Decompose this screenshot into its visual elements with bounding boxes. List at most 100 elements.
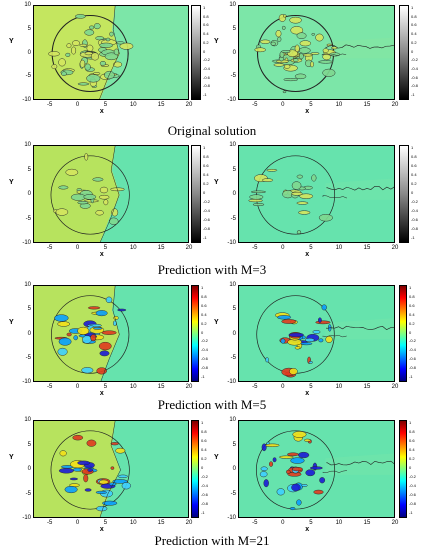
colorbar-tick-label: -0.4 xyxy=(203,208,210,213)
colorbar-tick-label: 0.8 xyxy=(203,154,209,159)
colorbar-tick-label: -0.2 xyxy=(411,199,418,204)
x-axis-label: x xyxy=(99,390,104,397)
figure-caption: Prediction with M=5 xyxy=(157,397,267,412)
y-tick-label: 10 xyxy=(24,2,31,8)
x-tick-label: -5 xyxy=(252,102,258,108)
colorbar-tick-label: -0.4 xyxy=(201,483,208,488)
x-tick-label: 15 xyxy=(363,384,371,390)
y-tick-label: 5 xyxy=(27,166,31,173)
colorbar-tick-label: 0 xyxy=(411,48,414,54)
plot-area xyxy=(238,420,395,518)
x-tick-label: 0 xyxy=(75,102,80,108)
x-tick-label: 0 xyxy=(281,384,285,390)
colorbar-tick-label: -1 xyxy=(411,235,415,240)
colorbar-tick-label: 0.8 xyxy=(411,154,417,159)
y-axis-label: Y xyxy=(214,454,219,462)
colorbar-tick-label: -0.2 xyxy=(203,57,210,63)
x-tick-label: 15 xyxy=(157,245,165,251)
y-tick-label: -10 xyxy=(22,515,31,521)
y-tick-label: -5 xyxy=(25,73,31,80)
x-axis-label: x xyxy=(305,390,310,397)
x-tick-label: 10 xyxy=(129,102,137,108)
colorbar-tick-label: 0 xyxy=(203,190,206,195)
colorbar-tick-label: 0.6 xyxy=(201,438,207,443)
y-axis-label: Y xyxy=(9,318,14,326)
x-axis-label: x xyxy=(305,251,310,258)
x-tick-label: -5 xyxy=(252,245,258,251)
colorbar-tick-label: -1 xyxy=(409,374,413,379)
x-tick-label: 15 xyxy=(363,520,371,526)
y-tick-label: -5 xyxy=(230,73,236,80)
x-tick-label: 20 xyxy=(185,102,193,108)
colorbar-tick-label: 0 xyxy=(203,48,206,54)
x-tick-label: 0 xyxy=(281,245,285,251)
plot-area xyxy=(33,420,189,518)
x-tick-label: 10 xyxy=(129,384,137,390)
colorbar-tick-label: 0.6 xyxy=(201,302,207,308)
colorbar-tick-label: 0.2 xyxy=(409,320,415,326)
colorbar-tick-label: -1 xyxy=(409,510,413,515)
x-tick-label: 10 xyxy=(335,245,343,251)
colorbar xyxy=(191,285,199,382)
y-tick-label: 10 xyxy=(229,142,236,148)
colorbar-tick-label: -0.8 xyxy=(411,226,418,231)
y-tick-label: 0 xyxy=(232,466,236,472)
colorbar-tick-label: -0.8 xyxy=(201,501,208,506)
x-tick-label: 20 xyxy=(391,520,399,526)
y-tick-label: 5 xyxy=(232,441,236,448)
x-tick-label: 15 xyxy=(363,245,371,251)
plot-area xyxy=(238,145,395,243)
y-axis-label: Y xyxy=(9,179,14,187)
x-tick-label: 5 xyxy=(309,384,313,390)
colorbar-tick-label: 0.2 xyxy=(201,320,207,326)
colorbar-tick-label: 1 xyxy=(411,5,414,10)
colorbar-tick-label: 1 xyxy=(409,285,412,290)
colorbar-tick-label: 1 xyxy=(409,420,412,425)
colorbar-tick-label: 0.2 xyxy=(203,181,209,186)
figure-caption: Prediction with M=21 xyxy=(154,533,270,548)
x-tick-label: -5 xyxy=(47,102,53,108)
x-tick-label: 10 xyxy=(129,245,137,251)
colorbar-tick-label: 0.8 xyxy=(409,429,415,434)
y-axis-label: Y xyxy=(9,38,14,46)
colorbar-tick-label: 1 xyxy=(203,145,206,150)
colorbar-tick-label: -0.4 xyxy=(411,208,418,213)
colorbar-tick-label: 1 xyxy=(201,285,204,290)
colorbar-tick-label: -0.6 xyxy=(203,74,210,80)
colorbar-tick-label: 0 xyxy=(201,465,204,470)
colorbar-tick-label: 1 xyxy=(203,5,206,10)
x-tick-label: -5 xyxy=(47,245,53,251)
y-tick-label: 5 xyxy=(27,441,31,448)
colorbar-tick-label: 0.8 xyxy=(201,429,207,434)
x-tick-label: 5 xyxy=(103,384,108,390)
colorbar-tick-label: -0.2 xyxy=(409,474,416,479)
colorbar xyxy=(191,145,201,243)
x-tick-label: 0 xyxy=(281,102,285,108)
colorbar-tick-label: 0.4 xyxy=(203,172,209,177)
colorbar xyxy=(191,420,199,518)
y-axis-label: Y xyxy=(214,179,219,187)
y-tick-label: -10 xyxy=(22,240,31,246)
plot-area xyxy=(238,285,395,382)
x-tick-label: 0 xyxy=(281,520,285,526)
colorbar-tick-label: 0.6 xyxy=(411,22,417,28)
y-tick-label: -5 xyxy=(230,215,236,222)
y-tick-label: 5 xyxy=(27,25,31,32)
x-tick-label: 0 xyxy=(75,384,80,390)
colorbar-tick-label: 0.6 xyxy=(409,302,415,308)
colorbar-tick-label: -1 xyxy=(411,92,415,97)
x-tick-label: 20 xyxy=(185,245,193,251)
colorbar-tick-label: 0.2 xyxy=(201,456,207,461)
plot-area xyxy=(238,5,395,100)
x-axis-label: x xyxy=(99,526,104,533)
x-axis-label: x xyxy=(99,108,104,115)
cylinder-contour xyxy=(255,430,336,510)
cylinder-contour xyxy=(51,295,130,374)
colorbar-tick-label: 0.4 xyxy=(203,31,209,37)
colorbar-tick-label: -0.8 xyxy=(409,365,416,371)
colorbar-tick-label: -0.8 xyxy=(411,83,418,89)
colorbar-tick-label: 0.6 xyxy=(203,163,209,168)
y-tick-label: 5 xyxy=(232,25,236,32)
x-tick-label: -5 xyxy=(252,520,258,526)
x-tick-label: 20 xyxy=(391,245,399,251)
